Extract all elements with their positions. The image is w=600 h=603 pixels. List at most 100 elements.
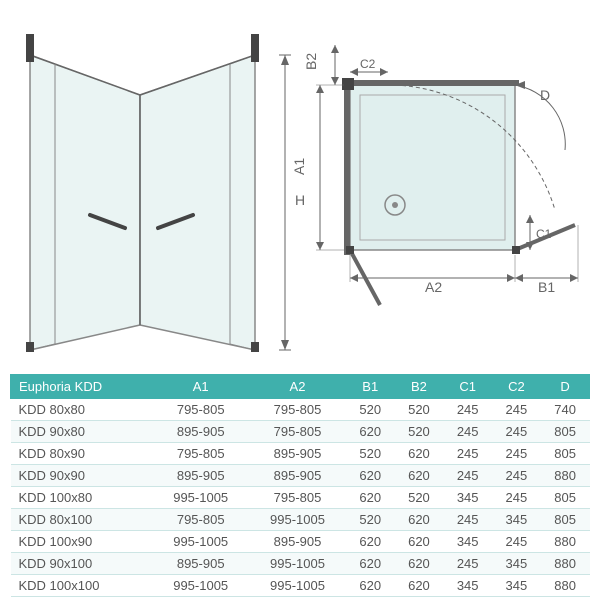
table-cell: KDD 80x100	[11, 509, 153, 531]
table-cell: 620	[346, 531, 395, 553]
col-D: D	[541, 375, 590, 399]
table-cell: 245	[492, 465, 541, 487]
table-cell: 995-1005	[249, 509, 346, 531]
dimensions-table: Euphoria KDDA1A2B1B2C1C2D KDD 80x80795-8…	[10, 374, 590, 597]
table-row: KDD 80x80795-805795-805520520245245740	[11, 399, 590, 421]
table-cell: KDD 90x100	[11, 553, 153, 575]
label-H: H	[295, 192, 305, 208]
table-cell: 880	[541, 465, 590, 487]
technical-diagram: H	[0, 0, 600, 370]
table-cell: 895-905	[152, 553, 249, 575]
table-cell: 620	[346, 465, 395, 487]
col-A1: A1	[152, 375, 249, 399]
table-cell: KDD 80x90	[11, 443, 153, 465]
table-cell: KDD 90x90	[11, 465, 153, 487]
table-cell: 620	[346, 487, 395, 509]
table-cell: 245	[492, 421, 541, 443]
col-A2: A2	[249, 375, 346, 399]
label-B1: B1	[538, 279, 555, 295]
table-cell: 345	[492, 553, 541, 575]
label-D: D	[540, 87, 550, 103]
label-A1: A1	[291, 158, 307, 175]
col-B1: B1	[346, 375, 395, 399]
table-cell: KDD 80x80	[11, 399, 153, 421]
label-B2: B2	[303, 53, 319, 70]
table-cell: KDD 100x80	[11, 487, 153, 509]
table-cell: 520	[395, 421, 444, 443]
table-cell: 795-805	[152, 399, 249, 421]
table-cell: 880	[541, 553, 590, 575]
table-cell: 895-905	[152, 465, 249, 487]
table-cell: 245	[443, 465, 492, 487]
enclosure-3d-view	[26, 34, 259, 352]
table-cell: 620	[346, 421, 395, 443]
table-cell: 995-1005	[249, 575, 346, 597]
table-row: KDD 90x100895-905995-1005620620245345880	[11, 553, 590, 575]
table-cell: 995-1005	[249, 553, 346, 575]
table-cell: 520	[346, 509, 395, 531]
table-cell: 245	[492, 487, 541, 509]
table-cell: 520	[346, 399, 395, 421]
table-cell: 245	[443, 421, 492, 443]
table-cell: 245	[443, 443, 492, 465]
top-view-plan: D B2 C2 A1 A2 B1	[291, 45, 578, 305]
table-cell: 245	[492, 399, 541, 421]
table-row: KDD 100x100995-1005995-10056206203453458…	[11, 575, 590, 597]
table-cell: 795-805	[152, 443, 249, 465]
table-cell: 740	[541, 399, 590, 421]
table-cell: 345	[443, 487, 492, 509]
col-B2: B2	[395, 375, 444, 399]
table-cell: 520	[395, 399, 444, 421]
table-cell: 620	[346, 553, 395, 575]
table-cell: 895-905	[249, 443, 346, 465]
table-cell: 805	[541, 421, 590, 443]
table-cell: 620	[395, 443, 444, 465]
table-header-row: Euphoria KDDA1A2B1B2C1C2D	[11, 375, 590, 399]
table-cell: 620	[395, 575, 444, 597]
table-cell: KDD 100x90	[11, 531, 153, 553]
table-cell: 880	[541, 575, 590, 597]
table-cell: 805	[541, 487, 590, 509]
col-C1: C1	[443, 375, 492, 399]
table-cell: 245	[443, 509, 492, 531]
table-row: KDD 100x90995-1005895-905620620345245880	[11, 531, 590, 553]
table-cell: 520	[395, 487, 444, 509]
table-cell: 345	[443, 531, 492, 553]
table-cell: 795-805	[249, 487, 346, 509]
table-cell: 805	[541, 443, 590, 465]
table-row: KDD 90x90895-905895-905620620245245880	[11, 465, 590, 487]
table-row: KDD 80x90795-805895-905520620245245805	[11, 443, 590, 465]
dimension-H: H	[279, 55, 305, 350]
table-cell: 345	[492, 509, 541, 531]
table-cell: 245	[492, 443, 541, 465]
table-cell: 245	[492, 531, 541, 553]
col-C2: C2	[492, 375, 541, 399]
table-cell: 620	[395, 531, 444, 553]
dimensions-table-container: Euphoria KDDA1A2B1B2C1C2D KDD 80x80795-8…	[0, 370, 600, 601]
table-cell: 620	[395, 465, 444, 487]
table-cell: 795-805	[152, 509, 249, 531]
table-cell: 895-905	[152, 421, 249, 443]
table-cell: KDD 90x80	[11, 421, 153, 443]
table-cell: 995-1005	[152, 575, 249, 597]
table-cell: 620	[395, 509, 444, 531]
label-C2: C2	[360, 57, 376, 71]
table-cell: 995-1005	[152, 487, 249, 509]
label-A2: A2	[425, 279, 442, 295]
table-cell: 995-1005	[152, 531, 249, 553]
table-row: KDD 80x100795-805995-1005520620245345805	[11, 509, 590, 531]
table-cell: 895-905	[249, 531, 346, 553]
table-cell: 245	[443, 399, 492, 421]
table-cell: 345	[443, 575, 492, 597]
table-cell: KDD 100x100	[11, 575, 153, 597]
col-model: Euphoria KDD	[11, 375, 153, 399]
table-cell: 795-805	[249, 421, 346, 443]
table-cell: 620	[395, 553, 444, 575]
table-cell: 795-805	[249, 399, 346, 421]
table-cell: 245	[443, 553, 492, 575]
table-cell: 345	[492, 575, 541, 597]
table-cell: 880	[541, 531, 590, 553]
table-row: KDD 100x80995-1005795-805620520345245805	[11, 487, 590, 509]
table-cell: 895-905	[249, 465, 346, 487]
table-cell: 805	[541, 509, 590, 531]
